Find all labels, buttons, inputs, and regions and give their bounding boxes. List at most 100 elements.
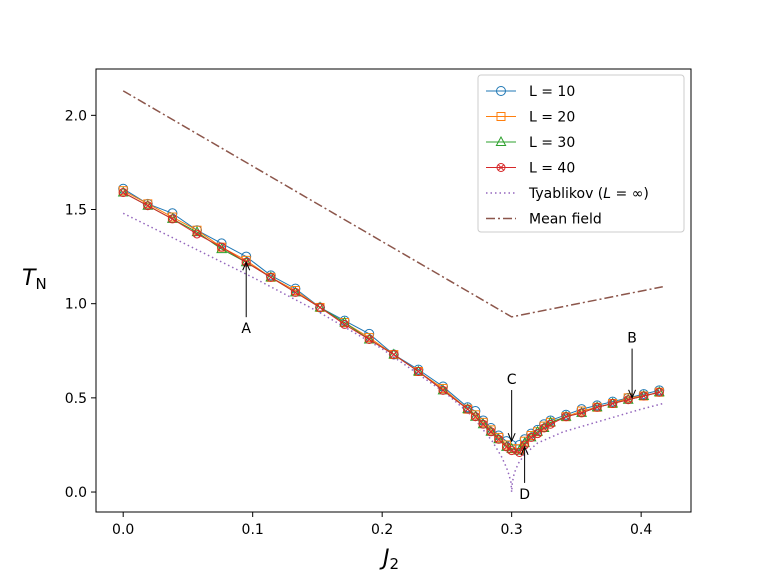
series-l-40-point: [539, 423, 549, 433]
annotation-arrow-head: [507, 432, 516, 443]
annotation-label: C: [507, 372, 517, 388]
series-l-40-point-ring: [364, 334, 374, 344]
plot-content: [117, 90, 665, 493]
annotation-b: B: [627, 331, 637, 400]
series-l-40-point-ring: [478, 419, 488, 429]
series-l-40-point-cross: [527, 434, 535, 441]
series-l-40-point: [561, 412, 571, 422]
series-l-40-point-cross: [119, 189, 127, 196]
series-l-40-point: [494, 434, 504, 444]
series-l-40-point-ring: [654, 387, 664, 397]
mean-field-line: [122, 90, 663, 318]
axes-frame: [95, 68, 692, 513]
series-l-40-point: [438, 385, 448, 395]
series-l-40-point: [315, 302, 325, 312]
series-l-40-point: [486, 427, 496, 437]
series-l-40-point-ring: [608, 399, 618, 409]
series-l-40-point-ring: [266, 272, 276, 282]
series-l-40-point: [413, 366, 423, 376]
legend-marker-cross: [497, 164, 505, 171]
y-axis-label: TN: [22, 266, 47, 293]
series-l-40-point: [167, 214, 177, 224]
y-axis-ticks: 0.0 0.5 1.0 1.5 2.0: [65, 108, 96, 501]
series-l-40-point-ring: [290, 287, 300, 297]
series-l-40-point-ring: [463, 404, 473, 414]
series-l-40-point-cross: [578, 409, 585, 417]
legend-entry-l-30: L = 30: [486, 135, 575, 151]
series-l-40: [118, 188, 664, 457]
legend-marker: [496, 163, 506, 172]
annotations: A B C D: [241, 260, 637, 503]
series-l-40-point-ring: [389, 350, 399, 360]
x-tick-label: 0.1: [242, 522, 264, 538]
series-l-40-point-cross: [521, 441, 528, 449]
annotation-arrow-head: [628, 389, 637, 400]
legend-label: L = 40: [529, 161, 575, 177]
y-tick-label: 2.0: [65, 108, 87, 124]
series-l-40-line: [122, 192, 660, 454]
annotation-label: A: [241, 321, 251, 337]
series-l-40-point: [118, 188, 128, 198]
legend-label-italic: L: [603, 186, 611, 202]
legend-label-prefix: Tyablikov (: [528, 186, 603, 202]
series-l-40-point: [592, 402, 602, 412]
x-tick-label: 0.4: [630, 522, 652, 538]
series-l-40-point: [340, 319, 350, 329]
legend-label: Mean field: [529, 212, 602, 228]
legend-label: Tyablikov (L = ∞): [528, 186, 649, 202]
x-axis-label: J2: [379, 546, 399, 573]
series-l-40-point: [192, 229, 202, 239]
series-l-40-point-ring: [514, 447, 524, 457]
series-l-40-point: [143, 201, 153, 211]
legend-label: L = 20: [529, 110, 575, 126]
series-l-40-point-ring: [639, 391, 649, 401]
series-l-40-point-cross: [292, 289, 299, 296]
series-l-40-point-ring: [577, 408, 587, 418]
legend-label: L = 30: [529, 135, 575, 151]
annotation-label: D: [519, 487, 530, 503]
series-l-40-point-cross: [534, 430, 541, 437]
series-l-40-point-cross: [487, 428, 495, 436]
series-l-40-point-ring: [526, 432, 536, 442]
series-l-40-point: [533, 429, 543, 439]
series-l-40-point: [526, 432, 536, 442]
series-l-40-point-ring: [143, 201, 153, 211]
series-l-40-point: [623, 395, 633, 405]
series-l-40-point-ring: [118, 188, 128, 198]
y-tick-label: 1.5: [65, 203, 87, 219]
series-l-40-point-cross: [547, 420, 554, 428]
legend: L = 10 L = 20 L = 30 L = 40 Tyablikov (L = ∞…: [477, 74, 685, 233]
series-l-40-point-ring: [539, 423, 549, 433]
y-tick-label: 0.5: [65, 391, 87, 407]
legend-marker-ring: [496, 163, 506, 172]
legend-marker: [495, 135, 507, 146]
legend-box: [477, 74, 685, 233]
series-l-40-point-cross: [267, 273, 275, 281]
series-l-40-point-ring: [592, 402, 602, 412]
series-l-40-point: [470, 412, 480, 422]
legend-entry-mean-field: Mean field: [486, 212, 602, 228]
series-l-40-point-cross: [479, 420, 487, 428]
series-l-40-point-cross: [464, 405, 471, 413]
series-l-40-point-cross: [390, 351, 398, 358]
series-l-40-point-cross: [508, 447, 516, 454]
annotation-d: D: [519, 445, 530, 503]
series-l-40-point-cross: [316, 304, 324, 311]
series-l-40-point: [217, 242, 227, 252]
legend-entry-tyablikov: Tyablikov (L = ∞): [486, 186, 649, 202]
x-axis-ticks: 0.0 0.1 0.2 0.3 0.4: [112, 512, 652, 538]
series-l-40-point: [290, 287, 300, 297]
annotation-arrow-head: [242, 260, 251, 271]
series-l-40-point-cross: [144, 202, 152, 210]
series-l-40-point-ring: [217, 242, 227, 252]
series-l-40-point-ring: [192, 229, 202, 239]
series-l-40-point-cross: [562, 413, 570, 421]
legend-entry-l-20: L = 20: [486, 110, 575, 126]
series-l-40-point: [608, 399, 618, 409]
series-l-40-point-cross: [503, 443, 510, 451]
series-l-40-point-ring: [167, 214, 177, 224]
series-l-40-point: [654, 387, 664, 397]
series-l-40-point-ring: [494, 434, 504, 444]
series-l-40-point: [463, 404, 473, 414]
legend-label: L = 10: [529, 84, 575, 100]
